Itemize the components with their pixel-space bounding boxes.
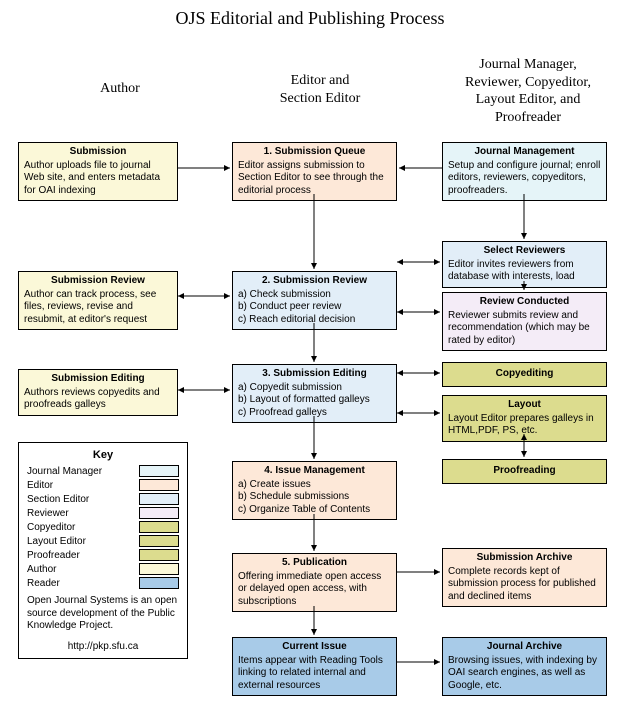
box-copyediting: Copyediting (442, 362, 607, 387)
box-body: Complete records kept of submission proc… (448, 566, 601, 604)
box-title: Submission Archive (448, 552, 601, 565)
box-title: 1. Submission Queue (238, 146, 391, 159)
box-submission: Submission Author uploads file to journa… (18, 142, 178, 201)
box-body: Editor assigns submission to Section Edi… (238, 160, 391, 198)
key-label: Author (27, 564, 133, 575)
box-body: a) Copyedit submission b) Layout of form… (238, 382, 391, 420)
box-submission-queue: 1. Submission Queue Editor assigns submi… (232, 142, 397, 201)
key-swatch (139, 563, 179, 575)
box-submission-review-editor: 2. Submission Review a) Check submission… (232, 271, 397, 330)
key-note: Open Journal Systems is an open source d… (27, 595, 179, 633)
box-body: Editor invites reviewers from database w… (448, 259, 601, 284)
col-header-others: Journal Manager, Reviewer, Copyeditor, L… (448, 56, 608, 126)
box-body: Reviewer submits review and recommendati… (448, 310, 601, 348)
key-label: Copyeditor (27, 522, 133, 533)
key-row: Journal Manager (27, 465, 179, 477)
box-select-reviewers: Select Reviewers Editor invites reviewer… (442, 241, 607, 288)
key-row: Reader (27, 577, 179, 589)
key-row: Reviewer (27, 507, 179, 519)
key-row: Editor (27, 479, 179, 491)
box-body: a) Create issues b) Schedule submissions… (238, 479, 391, 517)
box-title: Proofreading (448, 465, 601, 478)
box-submission-editing-editor: 3. Submission Editing a) Copyedit submis… (232, 364, 397, 423)
key-label: Section Editor (27, 494, 133, 505)
box-title: Layout (448, 399, 601, 412)
key-swatch (139, 549, 179, 561)
key-label: Reviewer (27, 508, 133, 519)
box-title: Submission (24, 146, 172, 159)
box-title: Submission Review (24, 275, 172, 288)
box-body: Offering immediate open access or delaye… (238, 571, 391, 609)
box-proofreading: Proofreading (442, 459, 607, 484)
col-header-editor: Editor and Section Editor (250, 72, 390, 107)
box-body: a) Check submission b) Conduct peer revi… (238, 289, 391, 327)
box-submission-editing-author: Submission Editing Authors reviews copye… (18, 369, 178, 416)
key-swatch (139, 521, 179, 533)
col-header-author: Author (70, 80, 170, 98)
box-title: Copyediting (448, 368, 601, 381)
key-row: Author (27, 563, 179, 575)
box-title: Review Conducted (448, 296, 601, 309)
key-swatch (139, 577, 179, 589)
box-title: Submission Editing (24, 373, 172, 386)
box-body: Author uploads file to journal Web site,… (24, 160, 172, 198)
key-label: Layout Editor (27, 536, 133, 547)
box-title: 2. Submission Review (238, 275, 391, 288)
box-body: Setup and configure journal; enroll edit… (448, 160, 601, 198)
box-body: Browsing issues, with indexing by OAI se… (448, 655, 601, 693)
box-submission-archive: Submission Archive Complete records kept… (442, 548, 607, 607)
box-submission-review-author: Submission Review Author can track proce… (18, 271, 178, 330)
key-swatch (139, 535, 179, 547)
key-legend: Key Journal Manager Editor Section Editor R… (18, 442, 188, 659)
key-row: Layout Editor (27, 535, 179, 547)
box-body: Items appear with Reading Tools linking … (238, 655, 391, 693)
box-journal-archive: Journal Archive Browsing issues, with in… (442, 637, 607, 696)
key-row: Copyeditor (27, 521, 179, 533)
box-title: 4. Issue Management (238, 465, 391, 478)
box-body: Author can track process, see files, rev… (24, 289, 172, 327)
key-swatch (139, 507, 179, 519)
box-journal-management: Journal Management Setup and configure j… (442, 142, 607, 201)
key-label: Proofreader (27, 550, 133, 561)
key-label: Journal Manager (27, 466, 133, 477)
box-title: Select Reviewers (448, 245, 601, 258)
key-row: Section Editor (27, 493, 179, 505)
box-issue-management: 4. Issue Management a) Create issues b) … (232, 461, 397, 520)
box-body: Layout Editor prepares galleys in HTML,P… (448, 413, 601, 438)
box-publication: 5. Publication Offering immediate open a… (232, 553, 397, 612)
box-title: 5. Publication (238, 557, 391, 570)
box-layout: Layout Layout Editor prepares galleys in… (442, 395, 607, 442)
key-label: Reader (27, 578, 133, 589)
page-title: OJS Editorial and Publishing Process (0, 0, 620, 29)
key-url: http://pkp.sfu.ca (27, 641, 179, 652)
box-body: Authors reviews copyedits and proofreads… (24, 387, 172, 412)
box-current-issue: Current Issue Items appear with Reading … (232, 637, 397, 696)
key-row: Proofreader (27, 549, 179, 561)
box-review-conducted: Review Conducted Reviewer submits review… (442, 292, 607, 351)
box-title: Journal Archive (448, 641, 601, 654)
key-title: Key (27, 449, 179, 461)
box-title: Journal Management (448, 146, 601, 159)
box-title: Current Issue (238, 641, 391, 654)
box-title: 3. Submission Editing (238, 368, 391, 381)
key-swatch (139, 493, 179, 505)
key-label: Editor (27, 480, 133, 491)
key-swatch (139, 465, 179, 477)
key-swatch (139, 479, 179, 491)
